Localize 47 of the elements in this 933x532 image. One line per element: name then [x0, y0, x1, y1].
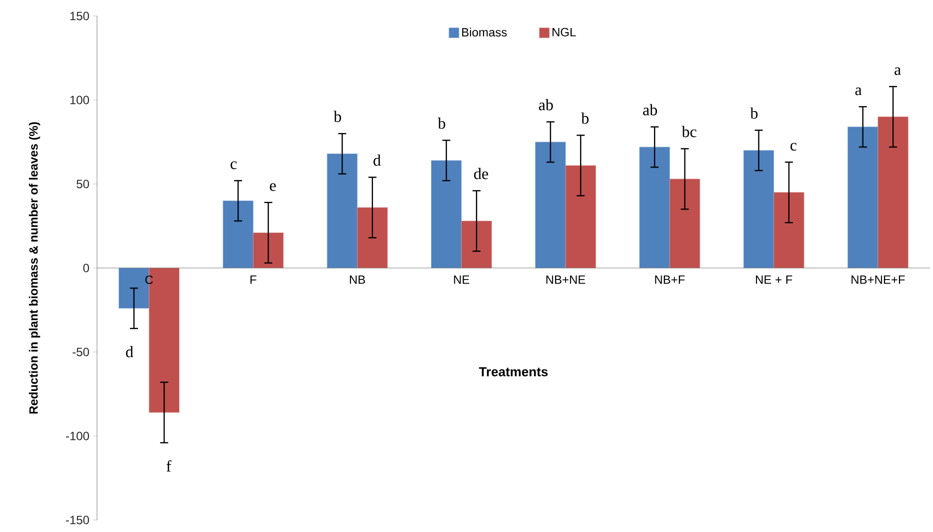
annotation: b — [581, 112, 589, 124]
bar — [222, 200, 254, 268]
y-axis-title: Reduction in plant biomass & number of leaves (%) — [28, 122, 40, 414]
bar — [848, 126, 878, 268]
annotation: a — [894, 67, 901, 76]
y-tick-label: 0 — [83, 264, 90, 272]
x-tick-label: NB+NE+F — [852, 276, 905, 284]
x-tick-label: C — [145, 276, 153, 284]
annotation: ab — [643, 104, 658, 116]
x-tick-label: F — [250, 276, 256, 284]
y-tick-label: 50 — [76, 180, 90, 188]
annotation: b — [334, 110, 342, 122]
annotation: c — [230, 161, 237, 170]
x-tick-label: NB+NE — [546, 276, 586, 284]
annotation: d — [374, 154, 381, 166]
bar — [669, 178, 700, 268]
legend-label: NGL — [552, 28, 576, 36]
annotation: bc — [682, 126, 696, 138]
bar — [535, 142, 566, 268]
y-tick-label: 100 — [70, 96, 90, 104]
bar — [357, 207, 388, 268]
bar — [431, 160, 462, 268]
x-axis-title: Treatments — [478, 367, 548, 376]
legend-label: Biomass — [462, 28, 507, 37]
annotation: f — [166, 460, 172, 472]
annotation: b — [438, 118, 446, 129]
y-tick-label: -150 — [66, 516, 90, 524]
y-tick-label: -50 — [72, 348, 90, 356]
annotation: d — [126, 346, 134, 358]
y-tick-label: -100 — [66, 432, 90, 440]
x-tick-label: NB — [350, 276, 366, 284]
annotation: b — [750, 107, 758, 119]
bar — [639, 146, 670, 268]
bar — [743, 150, 774, 268]
annotation: ab — [538, 99, 553, 110]
bar — [326, 154, 358, 268]
y-tick-label: 150 — [70, 12, 90, 20]
bar — [565, 165, 596, 268]
annotation: a — [855, 88, 862, 96]
bar — [774, 192, 804, 268]
x-tick-label: NB+F — [655, 276, 685, 284]
annotation: c — [790, 142, 797, 151]
annotation: de — [474, 168, 488, 180]
annotation: e — [270, 183, 276, 191]
bar — [878, 116, 908, 268]
x-tick-label: NE + F — [756, 276, 792, 284]
x-tick-label: NE — [454, 276, 470, 284]
